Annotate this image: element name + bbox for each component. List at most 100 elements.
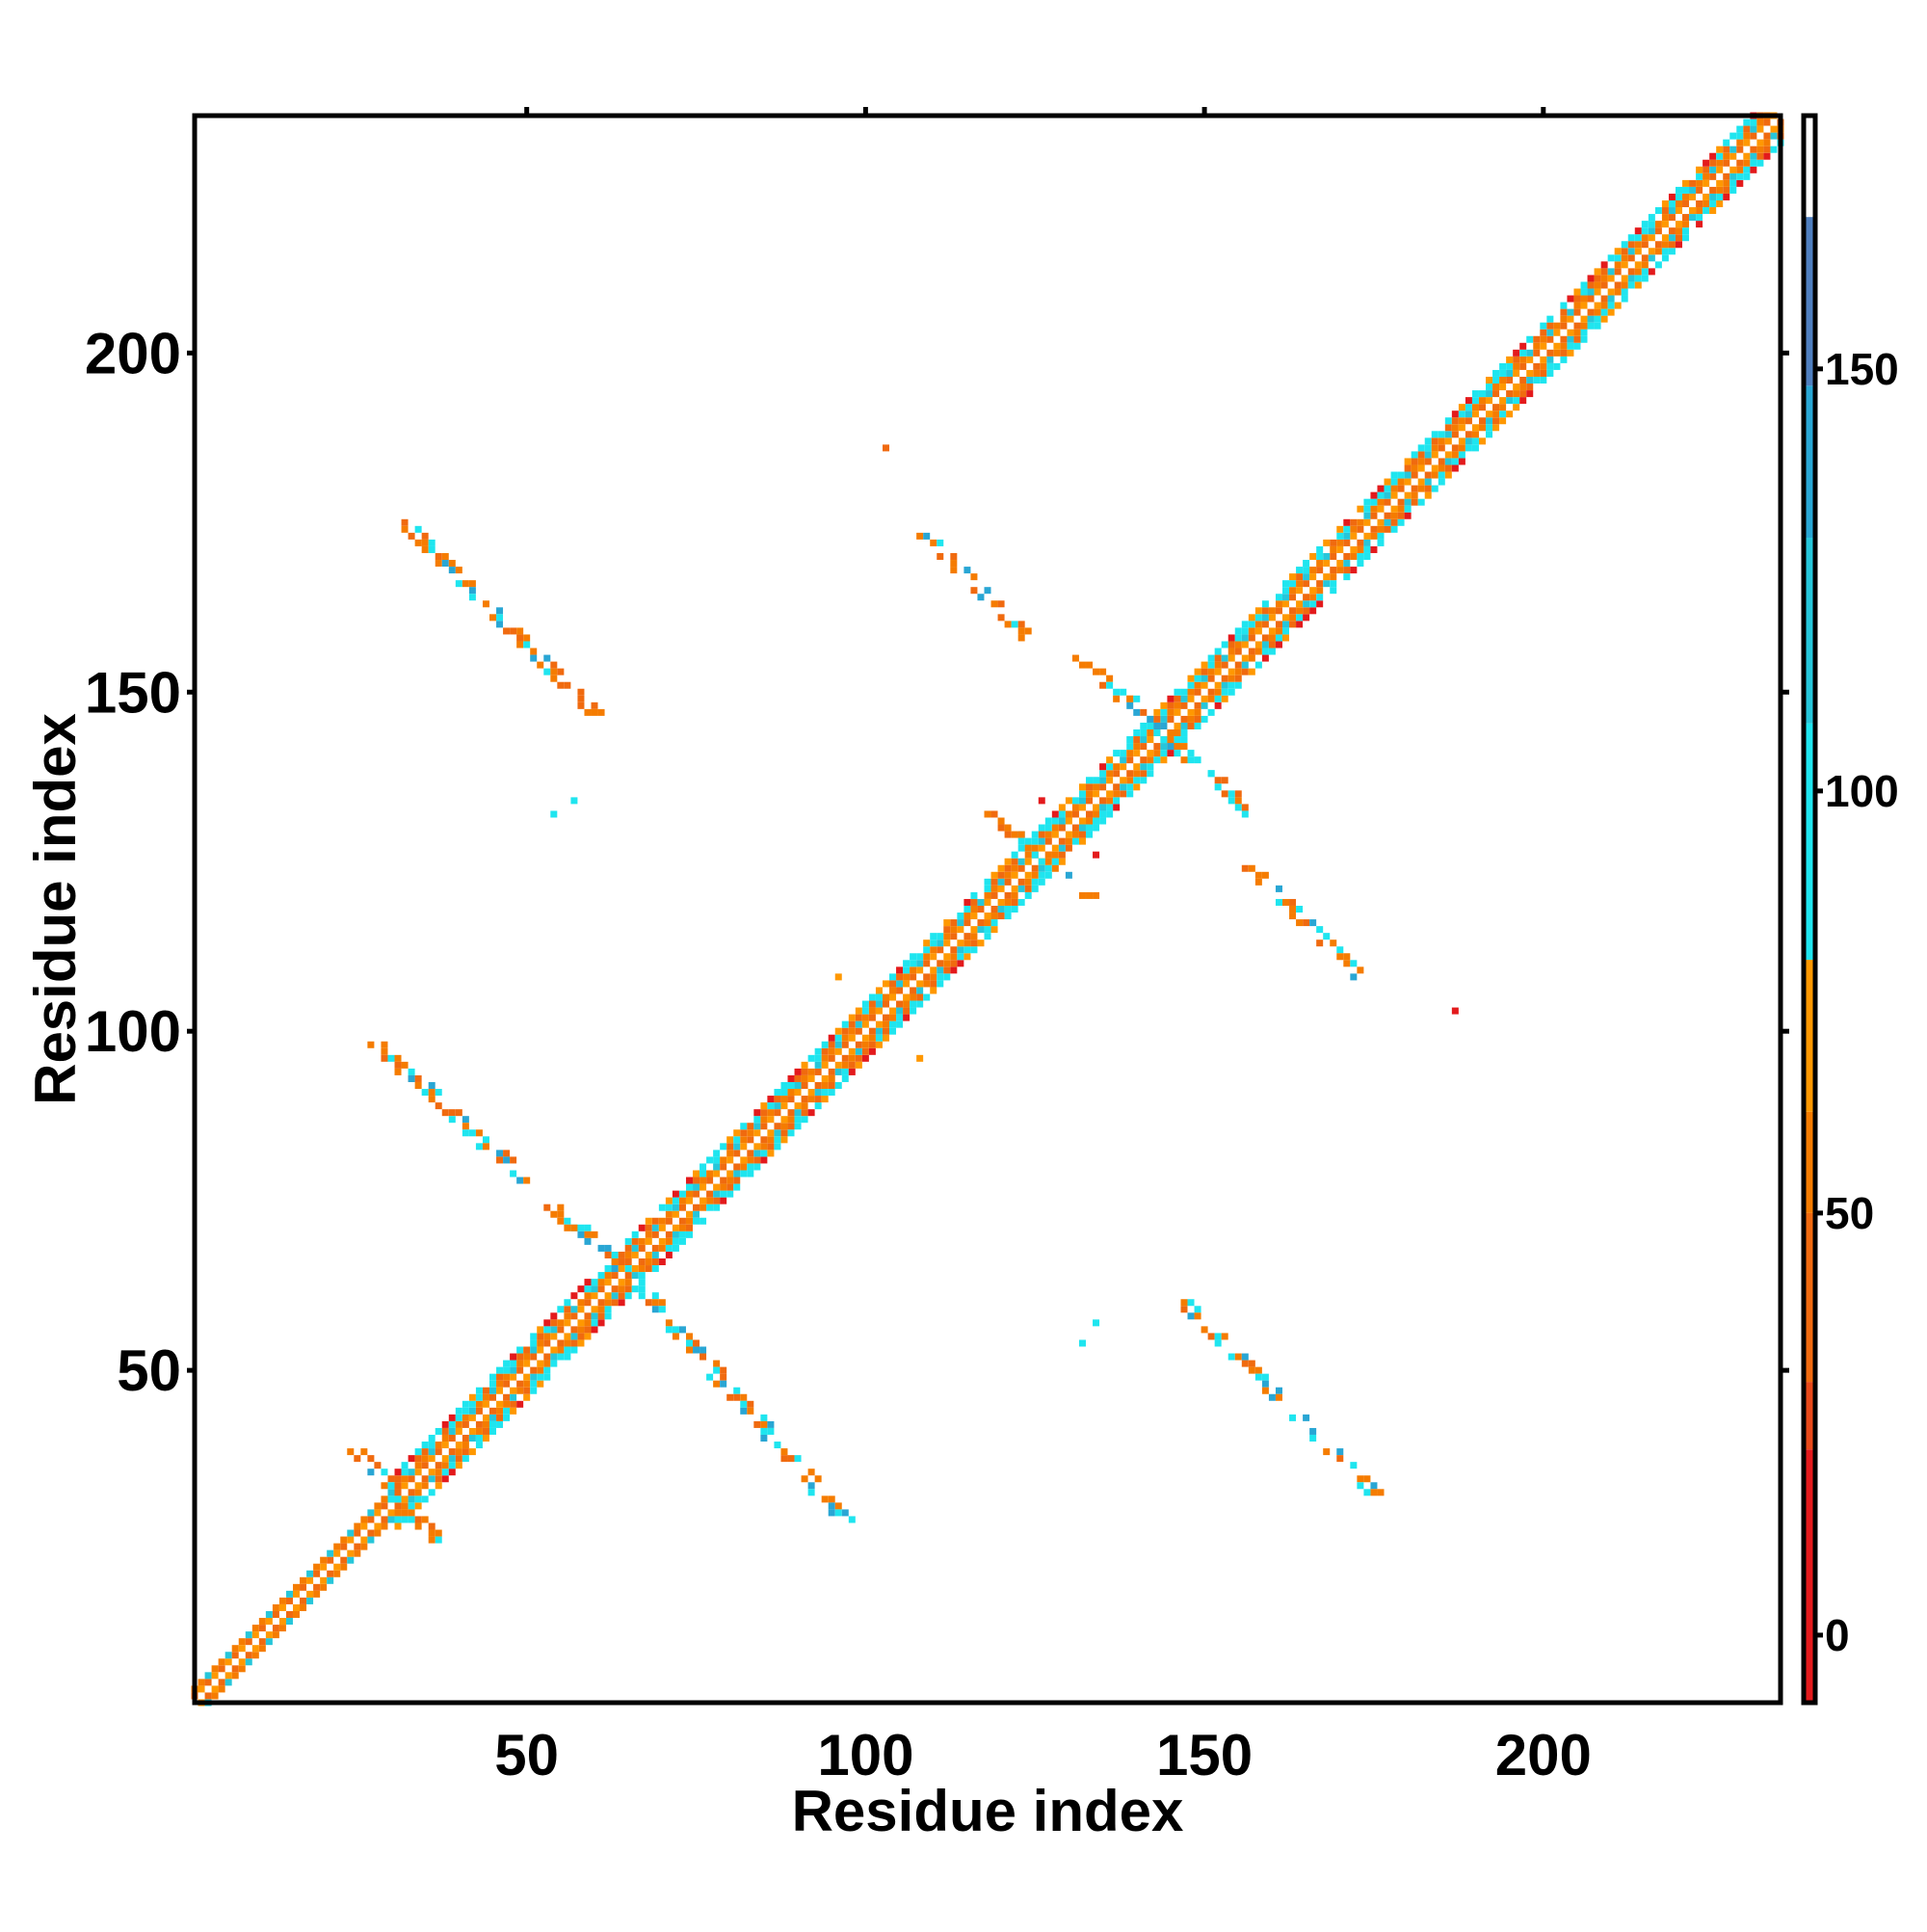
diagonal-cell <box>1478 437 1486 445</box>
diagonal-cell <box>1540 362 1547 370</box>
diagonal-cell <box>1587 288 1595 296</box>
diagonal-cell <box>753 1143 761 1151</box>
diagonal-cell <box>1044 871 1052 879</box>
diagonal-cell <box>1113 790 1121 798</box>
contact-cell <box>611 1258 619 1266</box>
diagonal-cell <box>841 1054 849 1062</box>
contact-cell <box>720 1366 727 1374</box>
diagonal-cell <box>1017 878 1025 886</box>
contact-cell <box>713 1366 721 1374</box>
diagonal-cell <box>814 1054 822 1062</box>
diagonal-cell <box>285 1590 293 1598</box>
diagonal-cell <box>475 1442 483 1449</box>
diagonal-cell <box>855 1054 862 1062</box>
diagonal-cell <box>1540 329 1547 336</box>
diagonal-cell <box>1703 193 1710 200</box>
diagonal-cell <box>1451 451 1459 459</box>
diagonal-cell <box>923 960 931 967</box>
contact-cell <box>441 560 449 568</box>
diagonal-cell <box>1580 329 1588 336</box>
diagonal-cell <box>360 1536 368 1544</box>
diagonal-cell <box>367 1529 375 1537</box>
diagonal-cell <box>1357 525 1364 533</box>
diagonal-cell <box>489 1387 496 1394</box>
diagonal-cell <box>1309 587 1317 595</box>
diagonal-cell <box>685 1177 693 1184</box>
diagonal-cell <box>970 891 978 899</box>
contact-cell <box>550 1210 558 1218</box>
diagonal-cell <box>1471 424 1479 432</box>
diagonal-cell <box>1703 159 1710 167</box>
diagonal-cell <box>1363 545 1371 553</box>
diagonal-cell <box>760 1116 768 1124</box>
diagonal-cell <box>503 1393 511 1401</box>
diagonal-cell <box>930 987 937 994</box>
diagonal-cell <box>1160 743 1168 751</box>
diagonal-cell <box>245 1638 252 1646</box>
diagonal-cell <box>1627 248 1635 255</box>
diagonal-cell <box>1675 200 1682 208</box>
diagonal-cell <box>984 913 991 920</box>
diagonal-cell <box>1526 390 1534 398</box>
diagonal-cell <box>211 1672 219 1680</box>
diagonal-cell <box>1214 695 1222 702</box>
diagonal-cell <box>1004 864 1012 872</box>
diagonal-cell <box>1187 688 1195 696</box>
diagonal-cell <box>564 1353 571 1361</box>
contact-cell <box>828 1502 835 1510</box>
contact-cell <box>700 1346 707 1354</box>
contact-cell <box>570 1224 578 1231</box>
contact-cell <box>503 1156 511 1164</box>
contact-cell <box>387 1054 395 1062</box>
diagonal-cell <box>510 1366 517 1374</box>
diagonal-cell <box>1594 315 1601 323</box>
diagonal-cell <box>421 1482 429 1490</box>
diagonal-cell <box>1296 567 1304 574</box>
diagonal-cell <box>1289 580 1297 588</box>
diagonal-cell <box>1756 159 1764 167</box>
diagonal-cell <box>1051 817 1059 825</box>
diagonal-cell <box>780 1089 788 1097</box>
diagonal-cell <box>1011 885 1018 892</box>
diagonal-cell <box>1580 302 1588 309</box>
diagonal-cell <box>1106 756 1114 764</box>
diagonal-cell <box>923 953 931 961</box>
diagonal-cell <box>1180 695 1188 702</box>
diagonal-cell <box>462 1442 469 1449</box>
contact-cell <box>807 1482 815 1490</box>
contact-cell <box>523 1177 531 1184</box>
diagonal-cell <box>1424 437 1432 445</box>
contact-cell <box>1241 810 1249 818</box>
diagonal-cell <box>1126 756 1134 764</box>
diagonal-cell <box>672 1190 679 1198</box>
diagonal-cell <box>1254 614 1262 622</box>
diagonal-cell <box>523 1373 531 1381</box>
diagonal-cell <box>1140 729 1148 737</box>
diagonal-cell <box>1153 708 1161 716</box>
diagonal-cell <box>1078 797 1086 805</box>
contact-cell <box>1254 878 1262 886</box>
diagonal-cell <box>631 1251 639 1258</box>
contact-cell <box>516 634 524 642</box>
diagonal-cell <box>591 1326 598 1334</box>
contact-cell <box>1336 1448 1344 1456</box>
diagonal-cell <box>204 1679 212 1686</box>
diagonal-cell <box>1086 810 1094 818</box>
contact-cell <box>685 1339 693 1347</box>
diagonal-cell <box>1201 701 1208 709</box>
diagonal-cell <box>1126 750 1134 757</box>
diagonal-cell <box>1709 193 1717 200</box>
diagonal-cell <box>910 953 917 961</box>
diagonal-cell <box>651 1265 659 1273</box>
contact-cell <box>767 1420 775 1428</box>
diagonal-cell <box>1133 736 1141 744</box>
diagonal-cell <box>374 1509 382 1517</box>
diagonal-cell <box>794 1074 802 1082</box>
diagonal-cell <box>428 1442 436 1449</box>
diagonal-cell <box>1167 708 1175 716</box>
diagonal-cell <box>401 1475 409 1483</box>
diagonal-cell <box>1560 349 1568 357</box>
diagonal-cell <box>1404 471 1412 479</box>
diagonal-cell <box>1024 851 1032 859</box>
diagonal-cell <box>1458 404 1465 411</box>
